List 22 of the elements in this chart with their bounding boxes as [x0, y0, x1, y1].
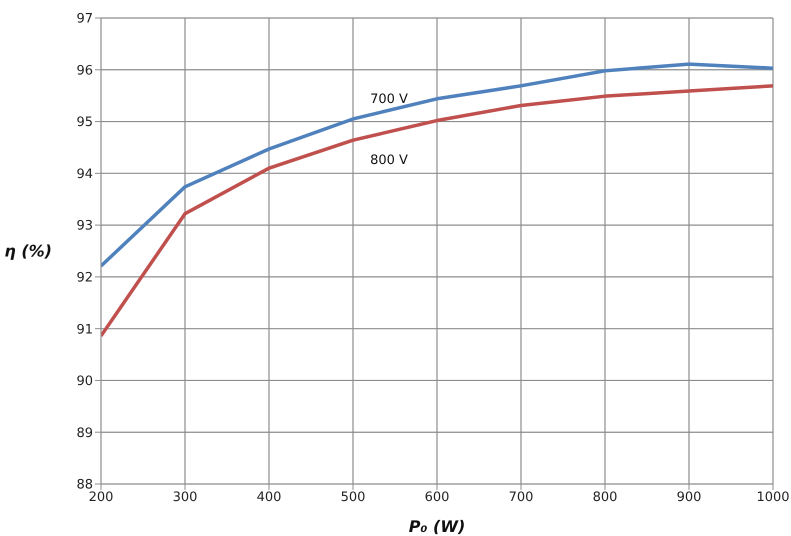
y-tick-label: 95 — [76, 115, 93, 130]
x-tick-label: 900 — [676, 490, 702, 506]
y-tick-label: 91 — [76, 322, 93, 338]
y-tick-label: 89 — [76, 426, 93, 441]
y-axis-title: η (%) — [4, 242, 52, 261]
x-axis-title: P₀ (W) — [408, 517, 466, 536]
x-tick-label: 400 — [256, 490, 282, 506]
y-tick-label: 93 — [76, 218, 93, 234]
x-tick-label: 700 — [508, 490, 534, 506]
y-tick-label: 90 — [76, 374, 93, 390]
series-label: 800 V — [370, 153, 408, 168]
y-tick-label: 96 — [76, 63, 93, 78]
y-tick-label: 92 — [76, 270, 93, 286]
y-tick-label: 94 — [76, 166, 93, 182]
x-tick-label: 200 — [88, 490, 114, 506]
x-tick-label: 600 — [424, 490, 450, 506]
series-label: 700 V — [370, 92, 408, 107]
x-tick-label: 1000 — [756, 490, 790, 506]
x-tick-label: 500 — [340, 490, 366, 506]
x-tick-label: 300 — [172, 490, 198, 506]
y-tick-label: 97 — [76, 12, 93, 27]
x-tick-label: 800 — [592, 490, 618, 506]
